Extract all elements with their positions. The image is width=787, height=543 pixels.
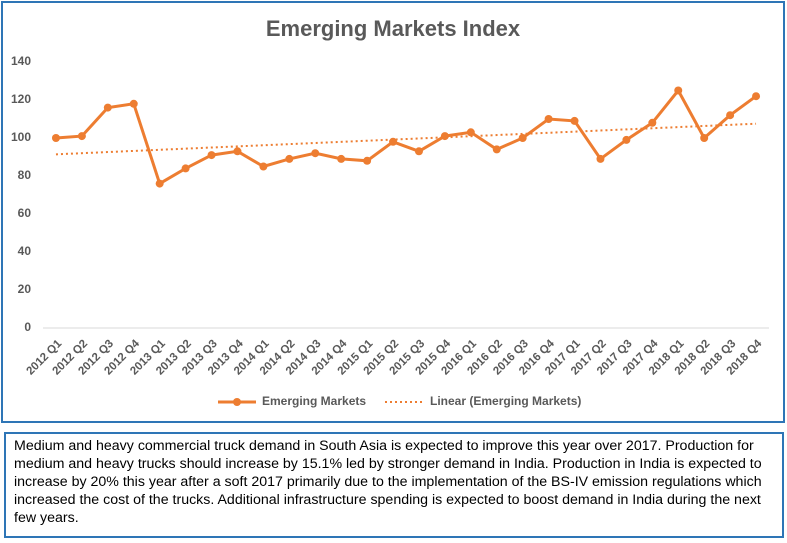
chart-title: Emerging Markets Index — [266, 16, 521, 41]
data-point — [596, 154, 605, 163]
data-point — [285, 154, 294, 163]
data-point — [311, 149, 320, 158]
data-point — [259, 162, 268, 171]
y-tick-label: 120 — [11, 92, 31, 106]
data-point — [337, 154, 346, 163]
data-point — [181, 164, 190, 173]
data-point — [129, 99, 138, 108]
data-point — [466, 128, 475, 137]
y-tick-label: 60 — [18, 206, 32, 220]
data-point — [726, 111, 735, 120]
chart-border — [1, 1, 785, 423]
y-tick-label: 40 — [18, 244, 32, 258]
legend-marker — [233, 398, 241, 406]
data-point — [51, 134, 60, 142]
data-point — [207, 151, 216, 160]
y-tick-label: 140 — [11, 54, 31, 68]
data-point — [518, 134, 527, 142]
data-point — [544, 115, 553, 123]
data-point — [233, 147, 242, 156]
series-line — [55, 87, 757, 186]
data-point — [363, 156, 372, 165]
trendline — [55, 122, 757, 156]
data-point — [492, 145, 501, 154]
legend-label: Emerging Markets — [262, 394, 366, 408]
data-point — [570, 116, 579, 125]
y-tick-label: 0 — [24, 320, 31, 334]
data-point — [155, 179, 164, 188]
data-point — [77, 132, 86, 141]
data-point — [622, 135, 631, 144]
data-point — [414, 147, 423, 156]
y-tick-label: 100 — [11, 130, 31, 144]
note-text: Medium and heavy commercial truck demand… — [4, 432, 784, 538]
data-point — [674, 86, 683, 95]
data-point — [440, 132, 449, 141]
y-tick-label: 20 — [18, 282, 32, 296]
data-point — [700, 134, 709, 142]
data-point — [752, 92, 761, 101]
data-point — [648, 118, 657, 127]
data-point — [103, 103, 112, 112]
legend-label: Linear (Emerging Markets) — [430, 394, 581, 408]
y-tick-label: 80 — [18, 168, 32, 182]
chart: Emerging Markets Index 0 20 40 60 80 100 120 14… — [1, 1, 785, 423]
